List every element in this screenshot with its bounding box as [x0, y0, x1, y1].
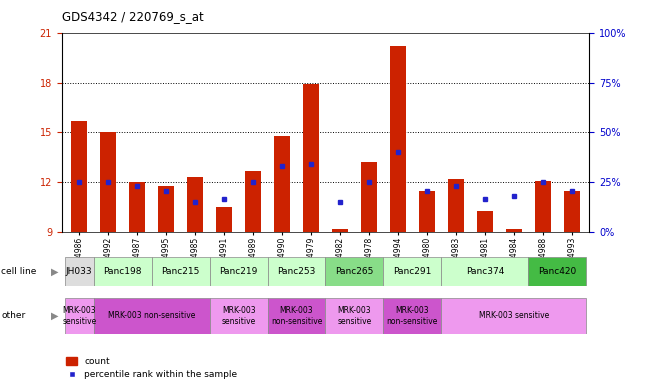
Text: ▶: ▶ [51, 311, 59, 321]
Text: Panc253: Panc253 [277, 267, 316, 276]
Bar [274, 136, 290, 232]
Text: MRK-003 sensitive: MRK-003 sensitive [478, 311, 549, 320]
Legend: count, percentile rank within the sample: count, percentile rank within the sample [66, 357, 238, 379]
Text: Panc374: Panc374 [465, 267, 504, 276]
Bar [187, 177, 203, 232]
Bar [268, 298, 326, 334]
Text: Panc291: Panc291 [393, 267, 432, 276]
Bar [129, 182, 145, 232]
Bar [448, 179, 464, 232]
Bar [64, 257, 94, 286]
Bar [390, 46, 406, 232]
Text: MRK-003
non-sensitive: MRK-003 non-sensitive [271, 306, 322, 326]
Text: Panc265: Panc265 [335, 267, 374, 276]
Text: MRK-003
sensitive: MRK-003 sensitive [62, 306, 96, 326]
Bar [529, 257, 587, 286]
Text: Panc215: Panc215 [161, 267, 200, 276]
Text: GDS4342 / 220769_s_at: GDS4342 / 220769_s_at [62, 10, 204, 23]
Bar [71, 121, 87, 232]
Text: other: other [1, 311, 25, 320]
Bar [64, 298, 94, 334]
Bar [535, 181, 551, 232]
Bar [152, 257, 210, 286]
Bar [158, 186, 174, 232]
Bar [564, 191, 580, 232]
Bar [100, 132, 116, 232]
Bar [361, 162, 377, 232]
Bar [210, 298, 268, 334]
Bar [94, 298, 210, 334]
Bar [332, 229, 348, 232]
Text: MRK-003
sensitive: MRK-003 sensitive [337, 306, 372, 326]
Bar [506, 229, 522, 232]
Bar [268, 257, 326, 286]
Bar [441, 298, 587, 334]
Text: MRK-003 non-sensitive: MRK-003 non-sensitive [108, 311, 195, 320]
Bar [383, 257, 441, 286]
Bar [245, 171, 261, 232]
Text: JH033: JH033 [66, 267, 92, 276]
Bar [477, 211, 493, 232]
Bar [216, 207, 232, 232]
Text: Panc420: Panc420 [538, 267, 576, 276]
Text: cell line: cell line [1, 267, 36, 276]
Text: ▶: ▶ [51, 266, 59, 277]
Text: Panc219: Panc219 [219, 267, 258, 276]
Bar [326, 298, 383, 334]
Text: Panc198: Panc198 [104, 267, 142, 276]
Bar [94, 257, 152, 286]
Bar [210, 257, 268, 286]
Bar [419, 191, 435, 232]
Bar [441, 257, 529, 286]
Text: MRK-003
non-sensitive: MRK-003 non-sensitive [387, 306, 438, 326]
Bar [326, 257, 383, 286]
Bar [303, 84, 319, 232]
Bar [383, 298, 441, 334]
Text: MRK-003
sensitive: MRK-003 sensitive [221, 306, 256, 326]
